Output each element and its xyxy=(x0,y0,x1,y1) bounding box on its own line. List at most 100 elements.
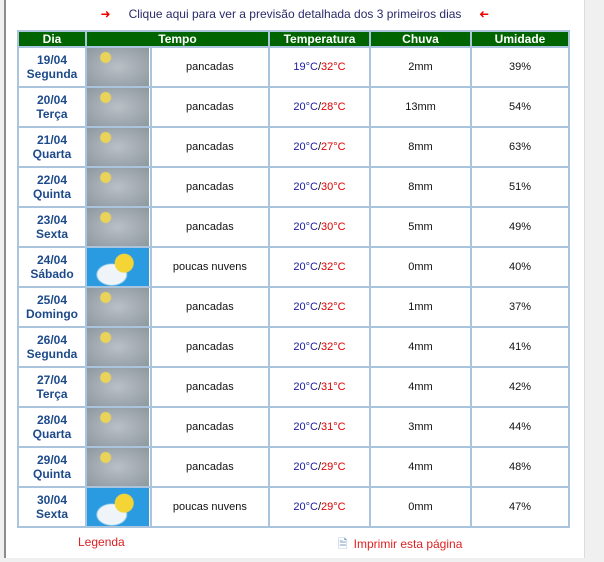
cloudy-storm-icon xyxy=(87,368,149,406)
table-row: 29/04 Quinta pancadas 20°C/29°C 4mm 48% xyxy=(17,446,570,488)
temp-max: 29°C xyxy=(321,501,346,513)
cloudy-storm-icon xyxy=(87,408,149,446)
date: 29/04 xyxy=(36,453,68,467)
forecast-table: Dia Tempo Temperatura Chuva Umidade 19/0… xyxy=(17,30,570,528)
weekday: Domingo xyxy=(26,307,78,321)
weather-image-cell xyxy=(85,46,152,88)
humidity: 40% xyxy=(470,246,570,288)
rain: 8mm xyxy=(369,166,472,208)
weather-image-cell xyxy=(85,486,152,528)
cloudy-storm-icon xyxy=(87,448,149,486)
temp-min: 19°C xyxy=(293,61,318,73)
humidity: 49% xyxy=(470,206,570,248)
temperature: 20°C/27°C xyxy=(268,126,371,168)
temperature: 20°C/32°C xyxy=(268,326,371,368)
temp-max: 32°C xyxy=(321,261,346,273)
temperature: 20°C/30°C xyxy=(268,206,371,248)
temp-max: 27°C xyxy=(321,141,346,153)
header-temperatura: Temperatura xyxy=(268,30,371,48)
temp-max: 28°C xyxy=(321,101,346,113)
cloudy-storm-icon xyxy=(87,208,149,246)
weekday: Quarta xyxy=(32,427,72,441)
table-row: 19/04 Segunda pancadas 19°C/32°C 2mm 39% xyxy=(17,46,570,88)
rain: 0mm xyxy=(369,246,472,288)
temp-max: 30°C xyxy=(321,181,346,193)
table-row: 21/04 Quarta pancadas 20°C/27°C 8mm 63% xyxy=(17,126,570,168)
weather-image-cell xyxy=(85,286,152,328)
weather-image-cell xyxy=(85,86,152,128)
table-row: 23/04 Sexta pancadas 20°C/30°C 5mm 49% xyxy=(17,206,570,248)
weather-desc: poucas nuvens xyxy=(149,486,271,528)
page-panel: ➜ Clique aqui para ver a previsão detalha… xyxy=(4,0,585,558)
weather-desc: pancadas xyxy=(149,366,271,408)
humidity: 41% xyxy=(470,326,570,368)
date: 22/04 xyxy=(36,173,68,187)
weekday: Sábado xyxy=(30,267,74,281)
date: 23/04 xyxy=(36,213,68,227)
legenda-link[interactable]: Legenda xyxy=(78,535,125,549)
humidity: 48% xyxy=(470,446,570,488)
weekday: Quinta xyxy=(33,187,71,201)
weather-image-cell xyxy=(85,326,152,368)
day-cell: 30/04 Sexta xyxy=(17,486,87,528)
weather-desc: pancadas xyxy=(149,46,271,88)
humidity: 47% xyxy=(470,486,570,528)
weekday: Segunda xyxy=(26,67,78,81)
humidity: 51% xyxy=(470,166,570,208)
date: 21/04 xyxy=(36,133,68,147)
weather-desc: pancadas xyxy=(149,406,271,448)
weather-image-cell xyxy=(85,446,152,488)
day-cell: 19/04 Segunda xyxy=(17,46,87,88)
temp-min: 20°C xyxy=(293,261,318,273)
weather-desc: pancadas xyxy=(149,126,271,168)
humidity: 37% xyxy=(470,286,570,328)
weekday: Terça xyxy=(36,387,68,401)
temperature: 20°C/28°C xyxy=(268,86,371,128)
print-link-text[interactable]: Imprimir esta página xyxy=(353,537,463,551)
arrow-left-icon: ➜ xyxy=(479,7,490,21)
weather-desc: pancadas xyxy=(149,86,271,128)
temp-max: 32°C xyxy=(321,61,346,73)
temp-max: 30°C xyxy=(321,221,346,233)
temp-max: 31°C xyxy=(321,421,346,433)
rain: 4mm xyxy=(369,446,472,488)
cloudy-storm-icon xyxy=(87,168,149,206)
humidity: 63% xyxy=(470,126,570,168)
temp-max: 31°C xyxy=(321,381,346,393)
rain: 3mm xyxy=(369,406,472,448)
cloudy-storm-icon xyxy=(87,48,149,86)
day-cell: 22/04 Quinta xyxy=(17,166,87,208)
detailed-forecast-link[interactable]: ➜ Clique aqui para ver a previsão detalha… xyxy=(6,7,584,21)
weather-desc: pancadas xyxy=(149,166,271,208)
temperature: 20°C/32°C xyxy=(268,286,371,328)
day-cell: 20/04 Terça xyxy=(17,86,87,128)
rain: 1mm xyxy=(369,286,472,328)
temperature: 20°C/31°C xyxy=(268,366,371,408)
weather-desc: pancadas xyxy=(149,446,271,488)
detailed-forecast-link-text[interactable]: Clique aqui para ver a previsão detalhad… xyxy=(128,7,462,21)
table-row: 20/04 Terça pancadas 20°C/28°C 13mm 54% xyxy=(17,86,570,128)
temp-min: 20°C xyxy=(293,461,318,473)
header-dia: Dia xyxy=(17,30,87,48)
temp-min: 20°C xyxy=(293,301,318,313)
day-cell: 26/04 Segunda xyxy=(17,326,87,368)
table-row: 25/04 Domingo pancadas 20°C/32°C 1mm 37% xyxy=(17,286,570,328)
cloudy-storm-icon xyxy=(87,288,149,326)
weekday: Terça xyxy=(36,107,68,121)
temperature: 20°C/30°C xyxy=(268,166,371,208)
print-link[interactable]: 🗎 Imprimir esta página xyxy=(338,535,462,556)
date: 19/04 xyxy=(36,53,68,67)
header-tempo: Tempo xyxy=(85,30,270,48)
temp-max: 29°C xyxy=(321,461,346,473)
date: 28/04 xyxy=(36,413,68,427)
weather-desc: pancadas xyxy=(149,286,271,328)
weather-desc: pancadas xyxy=(149,206,271,248)
humidity: 54% xyxy=(470,86,570,128)
temp-min: 20°C xyxy=(293,501,318,513)
weather-desc: pancadas xyxy=(149,326,271,368)
temp-min: 20°C xyxy=(293,341,318,353)
temperature: 20°C/29°C xyxy=(268,446,371,488)
temperature: 20°C/31°C xyxy=(268,406,371,448)
weather-image-cell xyxy=(85,406,152,448)
humidity: 44% xyxy=(470,406,570,448)
